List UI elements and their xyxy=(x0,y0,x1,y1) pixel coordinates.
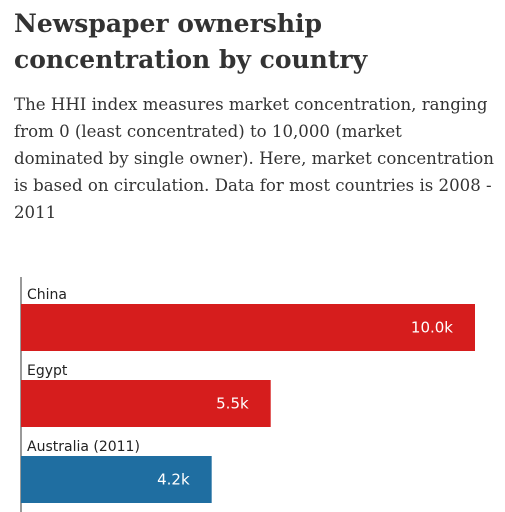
bar-value-label: 4.2k xyxy=(157,471,190,489)
bar xyxy=(21,304,475,351)
bar-value-label: 10.0k xyxy=(411,319,453,337)
category-label: Australia (2011) xyxy=(27,439,140,455)
category-label: China xyxy=(27,287,67,303)
bar xyxy=(21,380,271,427)
chart-title: Newspaper ownership concentration by cou… xyxy=(14,9,368,74)
chart-subtitle: The HHI index measures market concentrat… xyxy=(14,95,494,222)
bar xyxy=(21,456,212,503)
category-label: Egypt xyxy=(27,363,68,379)
bar-value-label: 5.5k xyxy=(216,395,249,413)
